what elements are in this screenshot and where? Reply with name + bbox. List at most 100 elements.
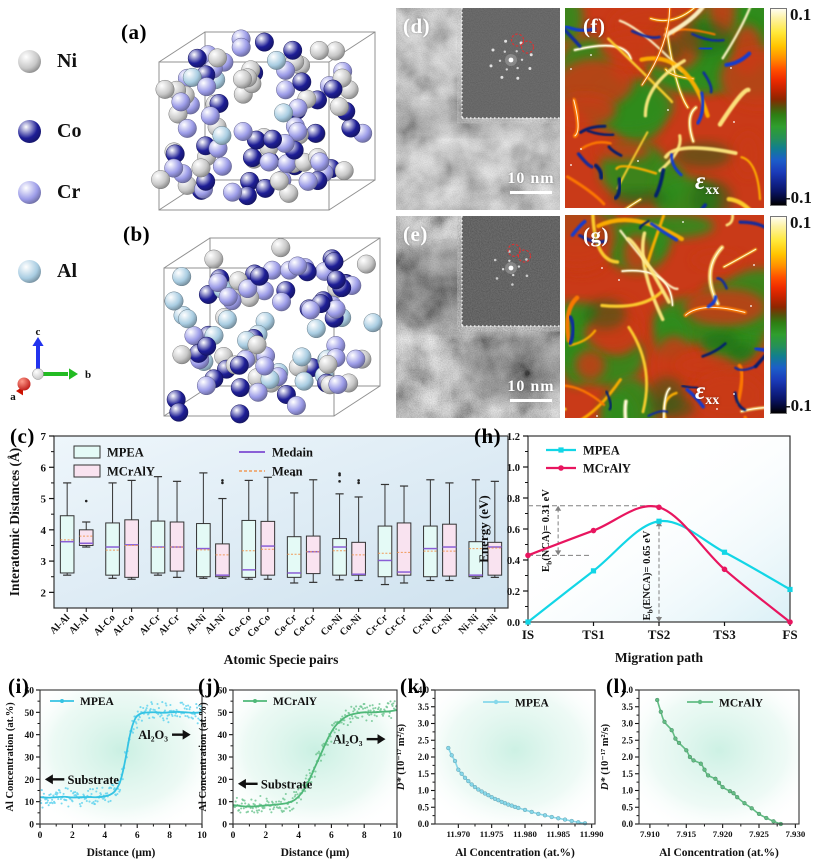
chart-i: 0 2 4 6 8 10 0 10 20 30 40 50 60 MPEA Substrate Al₂O₃ Di… xyxy=(5,687,207,860)
svg-text:Cr-Ni: Cr-Ni xyxy=(410,612,435,637)
epsilon-subscript: xx xyxy=(705,183,720,198)
svg-text:TS3: TS3 xyxy=(713,627,736,642)
svg-text:2.0: 2.0 xyxy=(418,752,430,762)
svg-text:TS1: TS1 xyxy=(582,627,604,642)
svg-text:Distance (μm): Distance (μm) xyxy=(281,847,350,859)
svg-text:1.5: 1.5 xyxy=(418,769,430,779)
legend-item-ni: Ni xyxy=(18,50,77,73)
svg-text:50: 50 xyxy=(218,709,228,719)
svg-text:MPEA: MPEA xyxy=(80,696,115,708)
svg-text:1.2: 1.2 xyxy=(507,432,520,443)
svg-text:Mean: Mean xyxy=(272,465,303,479)
scale-bar-d-line xyxy=(510,191,552,194)
ni-label: Ni xyxy=(57,50,77,72)
svg-text:MCrAlY: MCrAlY xyxy=(719,698,764,710)
svg-text:Medain: Medain xyxy=(272,446,313,460)
scale-bar-e-line xyxy=(510,399,552,402)
cr-sphere-icon xyxy=(18,181,41,204)
panel-label-g: (g) xyxy=(583,223,609,247)
epsilon-symbol: ε xyxy=(695,168,706,195)
svg-text:2.0: 2.0 xyxy=(622,752,634,762)
svg-text:Al-Al: Al-Al xyxy=(48,612,72,636)
chart-k: 11.970 11.975 11.980 11.985 11.990 0.0 0.5 1.0 1… xyxy=(396,685,604,859)
scale-bar-d-text: 10 nm xyxy=(507,170,555,187)
svg-text:6: 6 xyxy=(329,831,334,841)
svg-text:60: 60 xyxy=(218,687,228,697)
strain-f xyxy=(565,8,764,208)
svg-text:Interatomic Distances (Å): Interatomic Distances (Å) xyxy=(7,448,22,596)
svg-text:1.0: 1.0 xyxy=(622,786,634,796)
legend-item-al: Al xyxy=(18,260,77,283)
chart-j: 0 2 4 6 8 10 0 10 20 30 40 50 60 MCrAlY Substrate Al₂O₃… xyxy=(198,687,402,860)
svg-text:30: 30 xyxy=(25,754,35,764)
svg-text:MCrAlY: MCrAlY xyxy=(583,462,631,476)
model-a xyxy=(151,29,376,211)
svg-text:7: 7 xyxy=(41,431,47,443)
al-sphere-icon xyxy=(18,260,41,283)
cr-label: Cr xyxy=(57,181,81,203)
scale-bar-e-text: 10 nm xyxy=(507,378,555,395)
strain-label-g: εxx xyxy=(695,378,719,409)
svg-text:Al-Ni: Al-Ni xyxy=(203,612,227,636)
svg-text:3.5: 3.5 xyxy=(622,702,634,712)
panel-label-k: (k) xyxy=(400,674,428,698)
svg-text:Distance (μm): Distance (μm) xyxy=(87,847,156,859)
svg-text:3: 3 xyxy=(41,556,47,568)
svg-text:4: 4 xyxy=(296,831,301,841)
svg-text:IS: IS xyxy=(522,627,534,642)
panel-label-i: (i) xyxy=(8,674,30,698)
svg-text:10: 10 xyxy=(218,798,228,808)
svg-text:4: 4 xyxy=(41,525,47,537)
svg-text:0.0: 0.0 xyxy=(507,618,520,629)
co-label: Co xyxy=(57,120,82,142)
svg-text:Migration path: Migration path xyxy=(615,650,704,665)
svg-text:8: 8 xyxy=(167,831,172,841)
svg-text:Cr-Cr: Cr-Cr xyxy=(383,612,410,639)
panel-label-l: (l) xyxy=(606,674,628,698)
svg-text:1.5: 1.5 xyxy=(622,769,634,779)
panel-label-a: (a) xyxy=(121,20,147,44)
svg-text:40: 40 xyxy=(218,731,228,741)
svg-text:Eb(ENCA)= 0.65 eV: Eb(ENCA)= 0.65 eV xyxy=(642,530,655,620)
svg-text:10: 10 xyxy=(197,831,207,841)
svg-text:1.0: 1.0 xyxy=(507,463,520,474)
svg-text:50: 50 xyxy=(25,709,35,719)
strain-g xyxy=(565,215,764,418)
svg-text:Energy (eV): Energy (eV) xyxy=(476,495,491,563)
svg-text:D* (10⁻¹⁷ m²/s): D* (10⁻¹⁷ m²/s) xyxy=(396,723,407,791)
svg-text:7.915: 7.915 xyxy=(676,829,696,839)
svg-text:11.980: 11.980 xyxy=(513,829,537,839)
svg-text:0.8: 0.8 xyxy=(507,494,520,505)
axis-triad: c b a xyxy=(10,326,91,403)
svg-text:Al Concentration (at.%): Al Concentration (at.%) xyxy=(455,847,575,859)
svg-text:20: 20 xyxy=(218,776,228,786)
scale-bar-e: 10 nm xyxy=(486,378,576,402)
svg-text:Co-Cr: Co-Cr xyxy=(291,612,318,639)
colorbar-g-max: 0.1 xyxy=(790,213,812,232)
svg-text:FS: FS xyxy=(782,627,797,642)
svg-text:1.0: 1.0 xyxy=(418,786,430,796)
svg-text:3.0: 3.0 xyxy=(622,719,634,729)
panel-label-c: (c) xyxy=(10,424,35,448)
svg-text:a: a xyxy=(10,391,16,403)
svg-text:MPEA: MPEA xyxy=(107,446,144,460)
svg-text:Cr-Ni: Cr-Ni xyxy=(429,612,454,637)
svg-text:0: 0 xyxy=(38,831,43,841)
svg-text:2.5: 2.5 xyxy=(622,735,634,745)
svg-text:Al₂O₃: Al₂O₃ xyxy=(138,728,168,742)
svg-text:0.0: 0.0 xyxy=(622,819,634,829)
svg-text:Al Concentration (at.%): Al Concentration (at.%) xyxy=(659,847,779,859)
svg-text:2: 2 xyxy=(70,831,75,841)
svg-text:D* (10⁻¹⁷ m²/s): D* (10⁻¹⁷ m²/s) xyxy=(600,723,611,791)
svg-text:3.5: 3.5 xyxy=(418,702,430,712)
colorbar-g-min: -0.1 xyxy=(785,396,812,415)
co-sphere-icon xyxy=(18,120,41,143)
svg-text:2: 2 xyxy=(41,587,47,599)
svg-text:b: b xyxy=(85,369,91,381)
svg-text:7.930: 7.930 xyxy=(785,829,805,839)
al-label: Al xyxy=(57,260,77,282)
svg-text:11.975: 11.975 xyxy=(480,829,504,839)
svg-text:8: 8 xyxy=(362,831,367,841)
